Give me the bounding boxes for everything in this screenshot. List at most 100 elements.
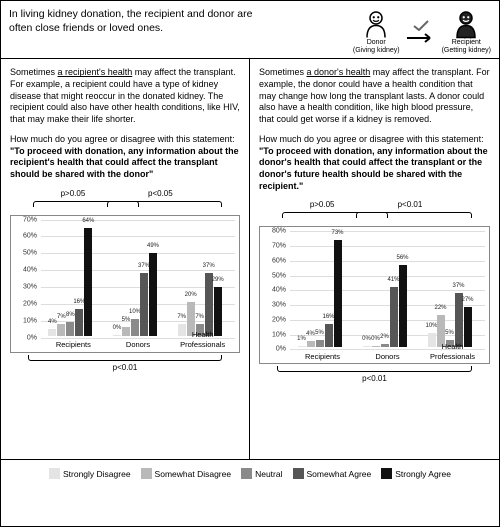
bar: 56% xyxy=(399,265,407,348)
header: In living kidney donation, the recipient… xyxy=(1,1,499,59)
bar-label: 1% xyxy=(297,336,306,344)
legend-item: Strongly Disagree xyxy=(49,468,131,479)
bar: 10% xyxy=(131,319,139,336)
bar: 0% xyxy=(113,335,121,336)
bar: 5% xyxy=(316,340,324,347)
bar: 73% xyxy=(334,240,342,348)
p: p>0.05 xyxy=(310,200,335,210)
right-top-pvals: p>0.05 p<0.01 xyxy=(259,198,490,224)
bar-label: 73% xyxy=(331,230,343,238)
bar-label: 8% xyxy=(66,312,75,320)
legend-label: Somewhat Disagree xyxy=(155,469,232,479)
bar: 41% xyxy=(390,287,398,347)
bar-label: 0% xyxy=(113,325,122,333)
bar-label: 0% xyxy=(371,336,380,344)
right-bottom-pval: p<0.01 xyxy=(259,364,490,386)
bar-label: 37% xyxy=(452,283,464,291)
ytick: 50% xyxy=(260,271,286,280)
bar-label: 56% xyxy=(396,255,408,263)
legend-item: Somewhat Disagree xyxy=(141,468,232,479)
legend-item: Neutral xyxy=(241,468,282,479)
q-lead: How much do you agree or disagree with t… xyxy=(259,134,490,146)
recipient-sub: (Getting kidney) xyxy=(442,47,491,55)
legend-label: Strongly Agree xyxy=(395,469,451,479)
bar: 0% xyxy=(372,346,380,347)
bar: 64% xyxy=(84,228,92,336)
legend-label: Strongly Disagree xyxy=(63,469,131,479)
p: p<0.01 xyxy=(398,200,423,210)
bar-label: 0% xyxy=(362,336,371,344)
right-intro: Sometimes a donor's health may affect th… xyxy=(259,67,490,125)
ytick: 0% xyxy=(260,345,286,354)
right-question: How much do you agree or disagree with t… xyxy=(259,134,490,192)
p: p<0.05 xyxy=(148,189,173,199)
columns: Sometimes a recipient's health may affec… xyxy=(1,59,499,459)
legend-item: Somewhat Agree xyxy=(293,468,372,479)
bar: 16% xyxy=(325,324,333,348)
ytick: 10% xyxy=(11,316,37,325)
arrow-check-icon xyxy=(406,19,436,44)
bar: 7% xyxy=(57,324,65,336)
ytick: 60% xyxy=(11,232,37,241)
bar-label: 2% xyxy=(380,334,389,342)
header-icons: Donor (Giving kidney) Recipient (Getting… xyxy=(353,7,491,54)
bar-label: 5% xyxy=(122,317,131,325)
legend-swatch xyxy=(49,468,60,479)
legend-item: Strongly Agree xyxy=(381,468,451,479)
ytick: 80% xyxy=(260,227,286,236)
bar: 2% xyxy=(381,344,389,347)
bar-label: 4% xyxy=(48,319,57,327)
donor-sub: (Giving kidney) xyxy=(353,47,400,55)
bar-label: 49% xyxy=(147,243,159,251)
bar-label: 37% xyxy=(203,263,215,271)
bar-label: 20% xyxy=(185,292,197,300)
left-top-pvals: p>0.05 p<0.05 xyxy=(10,187,240,213)
q-lead: How much do you agree or disagree with t… xyxy=(10,134,240,146)
right-panel: Sometimes a donor's health may affect th… xyxy=(250,59,499,459)
header-text: In living kidney donation, the recipient… xyxy=(9,7,274,35)
left-intro: Sometimes a recipient's health may affec… xyxy=(10,67,240,125)
ytick: 60% xyxy=(260,256,286,265)
bar-label: 27% xyxy=(461,297,473,305)
t: Sometimes xyxy=(259,67,307,77)
bar: 4% xyxy=(307,341,315,347)
bar: 1% xyxy=(298,346,306,347)
bar: 16% xyxy=(75,309,83,336)
left-panel: Sometimes a recipient's health may affec… xyxy=(1,59,250,459)
bar-label: 22% xyxy=(434,305,446,313)
ytick: 30% xyxy=(11,282,37,291)
t: a donor's health xyxy=(307,67,371,77)
legend-swatch xyxy=(141,468,152,479)
donor-label: Donor xyxy=(367,39,386,47)
x-label: Recipients xyxy=(56,340,91,350)
donor-icon: Donor (Giving kidney) xyxy=(353,9,400,54)
legend-swatch xyxy=(381,468,392,479)
legend-label: Somewhat Agree xyxy=(307,469,372,479)
bar: 0% xyxy=(363,346,371,347)
ytick: 30% xyxy=(260,300,286,309)
left-bottom-pval: p<0.01 xyxy=(10,353,240,375)
bar-label: 5% xyxy=(315,330,324,338)
bar: 4% xyxy=(48,329,56,336)
legend-swatch xyxy=(241,468,252,479)
ytick: 20% xyxy=(260,315,286,324)
recipient-label: Recipient xyxy=(452,39,481,47)
legend-label: Neutral xyxy=(255,469,282,479)
right-chart: 0%10%20%30%40%50%60%70%80%1%4%5%16%73%0%… xyxy=(259,226,490,364)
ytick: 40% xyxy=(11,266,37,275)
legend-swatch xyxy=(293,468,304,479)
bar-label: 64% xyxy=(82,218,94,226)
bar: 29% xyxy=(214,287,222,336)
bar-label: 7% xyxy=(195,314,204,322)
ytick: 70% xyxy=(260,241,286,250)
ytick: 0% xyxy=(11,333,37,342)
t: Sometimes xyxy=(10,67,58,77)
left-question: How much do you agree or disagree with t… xyxy=(10,134,240,181)
q-stmt: "To proceed with donation, any informati… xyxy=(259,146,490,193)
bar-label: 4% xyxy=(306,331,315,339)
bar: 8% xyxy=(66,322,74,335)
ytick: 50% xyxy=(11,249,37,258)
figure-frame: In living kidney donation, the recipient… xyxy=(0,0,500,527)
bar-label: 5% xyxy=(445,330,454,338)
recipient-icon: Recipient (Getting kidney) xyxy=(442,9,491,54)
